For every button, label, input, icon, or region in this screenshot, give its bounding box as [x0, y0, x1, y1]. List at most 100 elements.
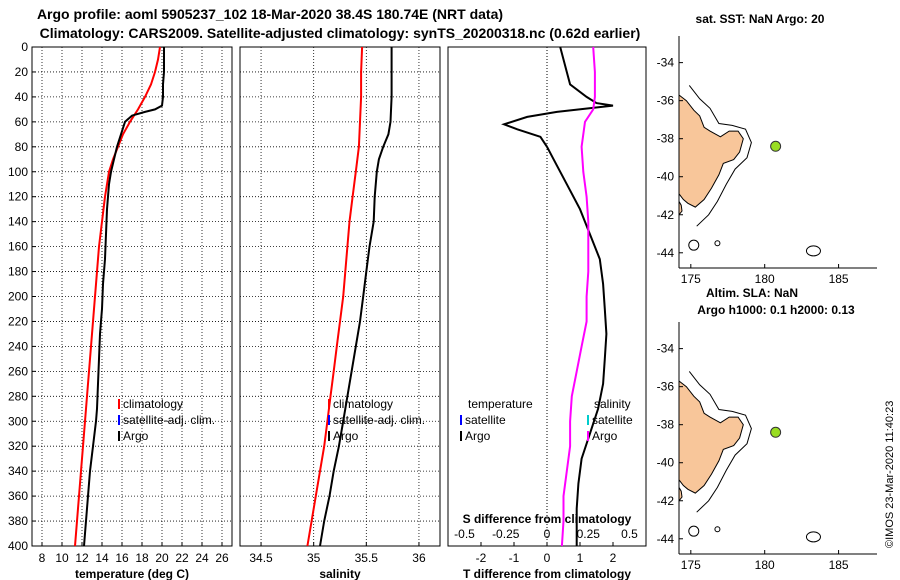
- temp-xtick-label-22: 22: [175, 551, 189, 565]
- depth-tick-label-60: 60: [15, 115, 29, 129]
- temp-xtick-label-10: 10: [55, 551, 69, 565]
- depth-tick-label-140: 140: [8, 215, 28, 229]
- map1-land-south-island: [678, 199, 683, 217]
- depth-tick-label-200: 200: [8, 290, 28, 304]
- depth-axis: 0 20 40 60 80 100 120 140 160 180 200 220 240 260 280 3…: [8, 40, 36, 553]
- depth-tick-label-80: 80: [15, 140, 29, 154]
- map2-lat-label-40: -40: [657, 456, 675, 470]
- depth-tick-label-360: 360: [8, 489, 28, 503]
- sal-xtick-label-35: 35: [307, 551, 321, 565]
- map2-lat-label-34: -34: [657, 342, 675, 356]
- sal-series-argo: [319, 47, 393, 547]
- diff-legend-temp-satellite-label: satellite: [465, 413, 506, 427]
- temp-xtick-label-16: 16: [115, 551, 129, 565]
- depth-tick-label-240: 240: [8, 339, 28, 353]
- depth-tick-label-260: 260: [8, 364, 28, 378]
- map1-argo-float-marker: [770, 140, 782, 152]
- temp-legend-satellite-label: satellite-adj. clim.: [123, 413, 215, 427]
- difference-panel: -2 -1 0 1 2 -0.5 -0.25 0 0.25 0.5 temperature sat…: [447, 46, 647, 580]
- temp-xtick-label-12: 12: [75, 551, 89, 565]
- diff-legend-sal-argo-label: Argo: [592, 429, 618, 443]
- sdiff-tick-label-0-25: -0.25: [492, 527, 520, 541]
- depth-tick-label-40: 40: [15, 90, 29, 104]
- depth-tick-label-400: 400: [8, 539, 28, 553]
- sal-xtick-label-35-5: 35.5: [355, 551, 379, 565]
- temp-series-climatology: [74, 46, 161, 547]
- map2-chatham-islands: [805, 531, 821, 543]
- map1-lat-label-36: -36: [657, 94, 675, 108]
- depth-tick-label-320: 320: [8, 439, 28, 453]
- depth-tick-label-100: 100: [8, 165, 28, 179]
- map2-lon-label-180: 180: [755, 558, 775, 572]
- diff-series-temperature: [501, 46, 614, 546]
- depth-tick-label-280: 280: [8, 389, 28, 403]
- temperature-legend: climatology satellite-adj. clim. Argo: [118, 397, 215, 443]
- depth-tick-label-180: 180: [8, 265, 28, 279]
- map2-lon-label-185: 185: [829, 558, 849, 572]
- map1-contour-island-1: [688, 239, 700, 251]
- sal-legend-climatology-label: climatology: [333, 397, 393, 411]
- temp-legend-climatology-label: climatology: [123, 397, 183, 411]
- map1-contour-island-2: [714, 240, 721, 247]
- diff-legend-temperature-heading: temperature: [468, 397, 533, 411]
- diff-legend-temp-argo-label: Argo: [465, 429, 491, 443]
- map1-land-north-island: [678, 93, 744, 208]
- map2-lat-label-36: -36: [657, 380, 675, 394]
- depth-tick-label-160: 160: [8, 240, 28, 254]
- sla-map-title: Altim. SLA: NaN: [706, 286, 798, 300]
- map2-bathymetry-contour: [688, 371, 752, 513]
- map2-land-north-island: [678, 379, 744, 494]
- depth-tick-label-20: 20: [15, 65, 29, 79]
- difference-series: [501, 46, 614, 547]
- figure-title-line-2: Climatology: CARS2009. Satellite-adjuste…: [40, 25, 641, 41]
- depth-tick-label-340: 340: [8, 464, 28, 478]
- temp-xtick-label-20: 20: [155, 551, 169, 565]
- salinity-x-axis: 34.5 35 35.5 36: [249, 542, 426, 565]
- map1-chatham-islands: [805, 245, 821, 257]
- diff-xtick-label-1: -1: [509, 551, 520, 565]
- difference-x-axis: -2 -1 0 1 2: [476, 542, 617, 565]
- temp-xtick-label-14: 14: [95, 551, 109, 565]
- sal-legend-argo-label: Argo: [333, 429, 359, 443]
- map1-lat-label-44: -44: [657, 246, 675, 260]
- sal-legend-satellite-label: satellite-adj. clim.: [333, 413, 425, 427]
- map1-lat-label-40: -40: [657, 170, 675, 184]
- temp-xtick-label-26: 26: [215, 551, 229, 565]
- diff-series-salinity: [560, 46, 596, 547]
- sal-xtick-label-36: 36: [412, 551, 426, 565]
- map1-lat-label-42: -42: [657, 208, 675, 222]
- temp-series-argo: [83, 47, 165, 547]
- temperature-x-axis-label: temperature (deg C): [75, 567, 189, 580]
- sdiff-tick-label-0-5: -0.5: [454, 527, 475, 541]
- salinity-grid: [240, 46, 440, 547]
- map2-lat-label-42: -42: [657, 494, 675, 508]
- sdiff-tick-label-0-25: 0.25: [577, 527, 601, 541]
- difference-legend: temperature satellite Argo salinity satellit…: [460, 397, 633, 443]
- temp-legend-argo-label: Argo: [123, 429, 149, 443]
- diff-xtick-label-2: 2: [610, 551, 617, 565]
- temperature-series: [74, 46, 165, 547]
- sdiff-tick-label-0: 0: [544, 527, 551, 541]
- depth-tick-label-0: 0: [21, 40, 28, 54]
- map1-lat-label-38: -38: [657, 132, 675, 146]
- sla-map: -34 -36 -38 -40 -42 -44 175 180 185: [657, 322, 877, 572]
- salinity-difference-axis-label: S difference from climatology: [463, 512, 632, 526]
- salinity-x-axis-label: salinity: [319, 567, 361, 580]
- diff-xtick-label-0: 0: [544, 551, 551, 565]
- salinity-difference-axis: -0.5 -0.25 0 0.25 0.5: [454, 527, 638, 541]
- map2-argo-float-marker: [770, 426, 782, 438]
- imos-timestamp-watermark: ©IMOS 23-Mar-2020 11:40:23: [884, 401, 896, 548]
- salinity-legend: climatology satellite-adj. clim. Argo: [328, 397, 425, 443]
- diff-xtick-label-2: -2: [476, 551, 487, 565]
- temp-xtick-label-24: 24: [195, 551, 209, 565]
- salinity-panel: 34.5 35 35.5 36 climatology satellite-adj. c…: [239, 46, 441, 580]
- temp-xtick-label-8: 8: [39, 551, 46, 565]
- map1-lon-label-185: 185: [829, 272, 849, 286]
- temperature-x-axis: 8 10 12 14 16 18 20 22 24 26: [39, 542, 229, 565]
- map2-land-south-island: [678, 485, 683, 503]
- diff-legend-sal-satellite-label: satellite: [592, 413, 633, 427]
- sst-map: -34 -36 -38 -40 -42 -44 175 180 185: [657, 36, 877, 286]
- diff-legend-salinity-heading: salinity: [594, 397, 631, 411]
- salinity-series: [306, 46, 393, 547]
